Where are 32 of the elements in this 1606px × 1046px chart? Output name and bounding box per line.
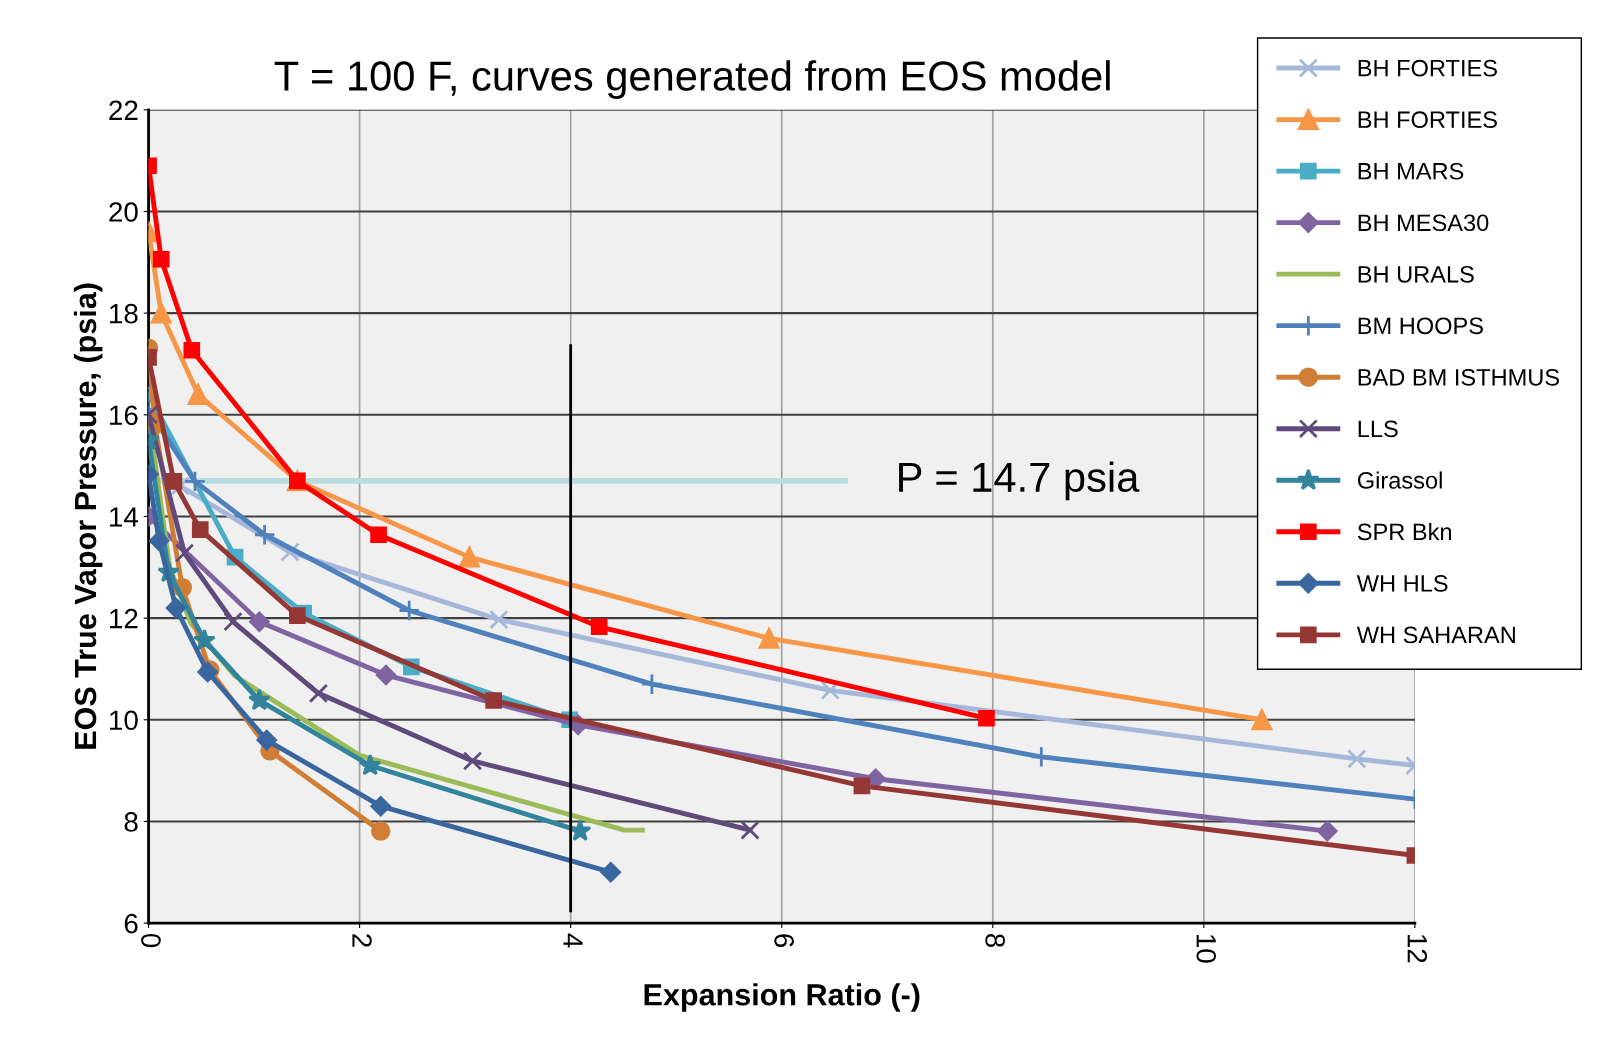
- x-tick-label: 10: [1196, 934, 1217, 963]
- x-tick-label: 12: [1407, 934, 1428, 963]
- legend-label: BAD BM ISTHMUS: [1358, 368, 1560, 386]
- y-tick-label: 12: [110, 608, 138, 629]
- x-tick-label: 4: [563, 933, 583, 948]
- legend-label: WH SAHARAN: [1356, 626, 1515, 644]
- legend-label: BM HOOPS: [1358, 317, 1483, 335]
- x-tick-label: 6: [774, 934, 794, 948]
- legend-label: WH HLS: [1356, 575, 1448, 592]
- y-tick-label: 16: [110, 405, 138, 426]
- legend-label: Girassol: [1357, 471, 1442, 489]
- y-tick-label: 22: [109, 100, 138, 120]
- y-tick-label: 18: [110, 303, 138, 324]
- legend-label: LLS: [1358, 420, 1398, 438]
- y-tick-label: 20: [109, 202, 138, 222]
- y-tick-label: 6: [124, 913, 138, 934]
- legend-label: BH MESA30: [1358, 214, 1489, 232]
- y-tick-label: 8: [124, 812, 138, 832]
- chart-title: T = 100 F, curves generated from EOS model: [274, 60, 1110, 100]
- legend-label: BH MARS: [1358, 162, 1464, 180]
- legend-label: BH FORTIES: [1358, 111, 1497, 129]
- x-tick-label: 8: [985, 934, 1005, 948]
- x-tick-label: 0: [141, 933, 161, 948]
- legend-label: BH FORTIES: [1358, 59, 1497, 77]
- ref-line-label: P = 14.7 psia: [899, 461, 1140, 501]
- x-tick-label: 2: [352, 934, 372, 947]
- y-tick-label: 14: [110, 507, 139, 527]
- x-axis-title: Expansion Ratio (-): [644, 983, 920, 1012]
- legend-label: SPR Bkn: [1357, 522, 1452, 541]
- y-tick-label: 10: [110, 710, 138, 731]
- legend-label: BH URALS: [1358, 265, 1474, 283]
- y-axis-title: EOS True Vapor Pressure, (psia): [73, 283, 103, 749]
